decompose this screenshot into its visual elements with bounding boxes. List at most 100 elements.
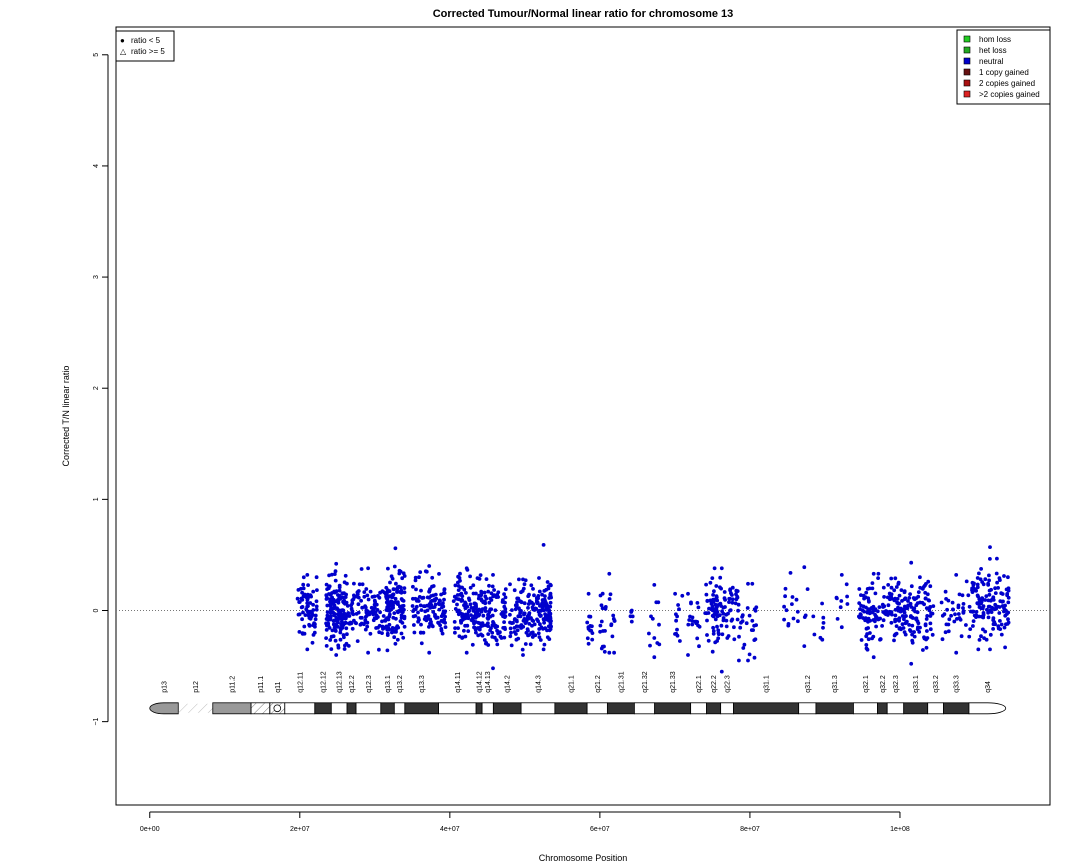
data-point xyxy=(979,634,983,639)
data-point xyxy=(993,586,997,591)
copy-number-legend: hom loss het loss neutral 1 copy gained … xyxy=(956,29,1051,105)
data-point xyxy=(820,601,824,606)
data-point xyxy=(782,617,786,622)
data-point xyxy=(737,658,741,663)
data-point xyxy=(352,581,356,586)
data-point xyxy=(794,597,799,602)
data-point xyxy=(981,604,986,609)
data-point xyxy=(438,623,442,628)
ideogram-band xyxy=(943,702,970,715)
data-point xyxy=(442,617,447,622)
data-point xyxy=(455,602,459,607)
data-point xyxy=(495,642,500,647)
data-point xyxy=(964,623,968,627)
data-point xyxy=(334,561,339,566)
x-axis-label: Chromosome Position xyxy=(539,853,628,863)
data-point xyxy=(519,626,524,630)
ideogram-band xyxy=(886,702,905,715)
data-point xyxy=(746,658,750,663)
data-point xyxy=(994,571,999,576)
data-point xyxy=(904,614,908,618)
data-point xyxy=(714,584,719,588)
shape-legend: ● ratio < 5 △ ratio >= 5 xyxy=(115,30,175,62)
band-label: q14.13 xyxy=(485,671,492,693)
data-point xyxy=(983,629,988,634)
data-point xyxy=(464,566,469,571)
data-point xyxy=(536,631,541,636)
data-point xyxy=(390,576,395,581)
data-point xyxy=(398,619,403,624)
data-point xyxy=(882,604,887,609)
data-point xyxy=(394,581,398,586)
data-point xyxy=(314,607,319,612)
data-point xyxy=(718,585,722,590)
data-point xyxy=(654,600,659,605)
data-point xyxy=(548,600,553,605)
data-point xyxy=(424,618,429,623)
data-point xyxy=(988,545,992,549)
data-point xyxy=(458,571,462,576)
data-point xyxy=(599,603,604,608)
data-point xyxy=(864,646,869,651)
data-point xyxy=(718,575,723,580)
data-point xyxy=(882,595,886,599)
data-point xyxy=(427,650,432,655)
data-point xyxy=(390,600,395,604)
data-point xyxy=(329,647,334,651)
data-point xyxy=(928,614,933,618)
data-point xyxy=(912,597,917,602)
data-point xyxy=(372,594,377,599)
data-point xyxy=(333,638,338,643)
data-point xyxy=(926,598,931,602)
data-point xyxy=(609,622,614,627)
data-point xyxy=(928,621,933,626)
data-point xyxy=(304,607,309,612)
data-point xyxy=(864,643,869,647)
data-point xyxy=(400,610,405,614)
data-point xyxy=(985,607,989,612)
data-point xyxy=(862,609,866,614)
data-point xyxy=(1000,604,1005,608)
band-label: q14.3 xyxy=(535,675,542,693)
data-point xyxy=(909,560,914,565)
data-point xyxy=(710,604,715,609)
data-point xyxy=(857,601,862,605)
data-point xyxy=(365,609,370,614)
data-point xyxy=(453,626,457,630)
data-point xyxy=(512,617,517,622)
data-point xyxy=(881,618,886,623)
data-point xyxy=(327,584,331,589)
data-point xyxy=(784,608,789,613)
data-point xyxy=(392,611,397,615)
ideogram-band xyxy=(314,702,332,715)
data-point xyxy=(343,573,348,578)
data-point xyxy=(392,587,396,592)
data-point xyxy=(839,599,844,603)
data-point xyxy=(428,617,433,622)
data-point xyxy=(791,616,796,621)
data-point xyxy=(905,619,909,624)
data-point xyxy=(1006,617,1010,622)
data-point xyxy=(740,613,745,618)
data-point xyxy=(725,636,730,640)
data-point xyxy=(418,630,423,635)
data-point xyxy=(998,627,1003,631)
data-point xyxy=(680,593,685,598)
data-point xyxy=(924,645,929,650)
data-point xyxy=(922,602,926,607)
data-point xyxy=(315,588,319,592)
data-point xyxy=(385,627,390,632)
data-point xyxy=(519,623,524,627)
data-point xyxy=(296,588,301,592)
data-point xyxy=(970,586,974,591)
data-point xyxy=(1005,612,1009,616)
x-tick-label: 2e+07 xyxy=(290,826,310,833)
data-point xyxy=(728,597,733,601)
data-point xyxy=(971,609,976,614)
data-point xyxy=(724,624,729,629)
band-label: q32.1 xyxy=(863,675,870,693)
data-point xyxy=(686,653,690,657)
ideogram-band xyxy=(586,702,608,715)
data-point xyxy=(372,616,377,621)
data-point xyxy=(629,608,634,613)
